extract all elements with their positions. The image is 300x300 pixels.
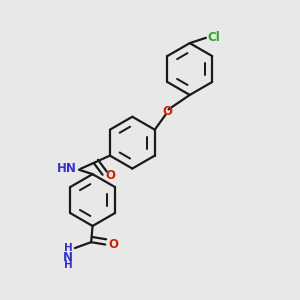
Text: O: O <box>162 105 172 118</box>
Text: Cl: Cl <box>207 31 220 44</box>
Text: N: N <box>63 251 73 264</box>
Text: HN: HN <box>57 162 77 175</box>
Text: H: H <box>64 243 73 253</box>
Text: O: O <box>106 169 116 182</box>
Text: O: O <box>108 238 118 251</box>
Text: H: H <box>64 260 73 270</box>
